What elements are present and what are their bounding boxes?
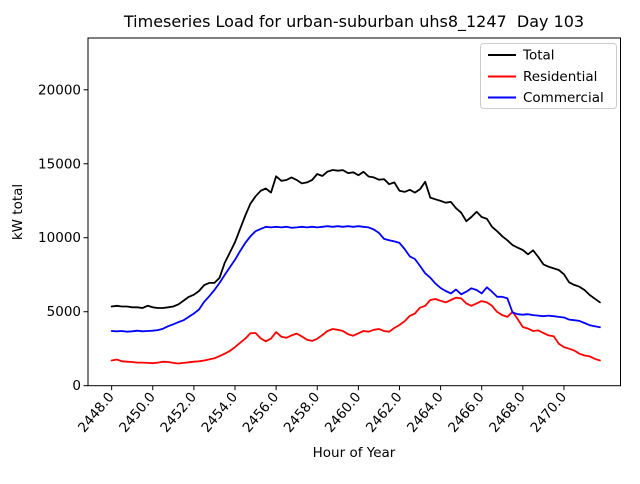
legend-label-commercial: Commercial xyxy=(523,90,604,106)
y-tick-label: 15000 xyxy=(38,156,81,172)
x-tick-label: 2456.0 xyxy=(240,389,283,435)
series-lines xyxy=(110,169,601,365)
x-ticks xyxy=(111,385,565,391)
legend-label-residential: Residential xyxy=(523,69,597,85)
x-tick-label: 2448.0 xyxy=(75,389,118,435)
y-ticks xyxy=(83,89,88,387)
series-line-commercial xyxy=(110,225,601,333)
x-tick-label: 2466.0 xyxy=(445,389,488,435)
x-tick-label: 2454.0 xyxy=(198,389,241,435)
x-tick-label: 2458.0 xyxy=(281,389,324,435)
x-tick-label: 2462.0 xyxy=(363,389,406,435)
series-line-total xyxy=(110,169,601,309)
chart-title: Timeseries Load for urban-suburban uhs8_… xyxy=(123,12,584,32)
x-tick-label: 2470.0 xyxy=(527,389,570,435)
x-tick-label: 2468.0 xyxy=(486,389,529,435)
series-line-residential xyxy=(110,296,601,365)
x-axis-label: Hour of Year xyxy=(313,445,396,461)
legend-box xyxy=(480,43,617,109)
plot-area xyxy=(87,37,621,387)
y-tick-label: 10000 xyxy=(38,230,81,246)
x-tick-labels: 2448.02450.02452.02454.02456.02458.02460… xyxy=(75,389,570,435)
y-tick-label: 5000 xyxy=(47,304,81,320)
x-tick-label: 2464.0 xyxy=(404,389,447,435)
y-tick-label: 0 xyxy=(72,378,81,394)
y-tick-labels: 0 5000 10000 15000 20000 xyxy=(38,82,81,394)
x-tick-label: 2460.0 xyxy=(322,389,365,435)
legend: Total Residential Commercial xyxy=(480,43,617,109)
y-axis-label: kW total xyxy=(10,184,26,240)
x-tick-label: 2452.0 xyxy=(157,389,200,435)
legend-label-total: Total xyxy=(522,48,555,64)
x-tick-label: 2450.0 xyxy=(116,389,159,435)
y-tick-label: 20000 xyxy=(38,82,81,98)
